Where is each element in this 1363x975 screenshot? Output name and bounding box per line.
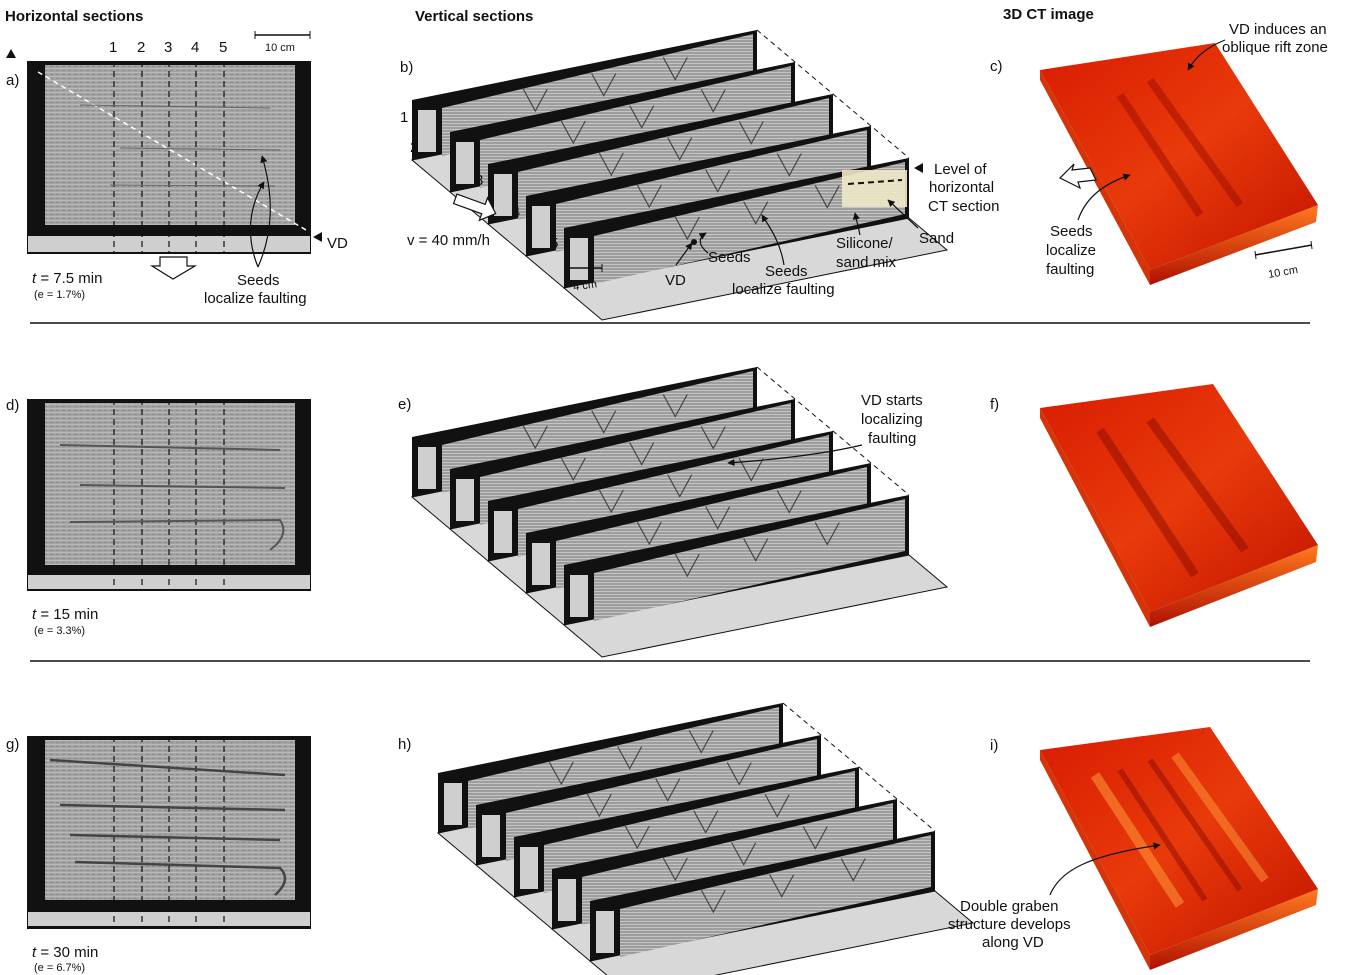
svg-text:2: 2 [137, 39, 145, 56]
section-number-b-1: 1 [400, 109, 408, 126]
svg-text:10 cm: 10 cm [1267, 264, 1299, 281]
panel-a-horizontal-section [27, 61, 311, 254]
vd-dashed-line [37, 71, 307, 231]
svg-text:Silicone/: Silicone/ [836, 235, 894, 252]
panel-label-i: i) [990, 737, 998, 754]
scale-bar-ct: 10 cm [1254, 240, 1313, 281]
svg-text:(e = 6.7%): (e = 6.7%) [34, 962, 85, 974]
svg-text:along VD: along VD [982, 934, 1044, 951]
time-label-d: t = 15 min (e = 3.3%) [32, 606, 98, 637]
section-lines [113, 61, 225, 254]
svg-text:localize faulting: localize faulting [204, 290, 307, 307]
ct-level-dashed-line [847, 179, 903, 185]
svg-text:(e = 3.3%): (e = 3.3%) [34, 625, 85, 637]
section-number-b-3: 3 [475, 172, 483, 189]
section-number-b-5: 5 [550, 235, 558, 252]
scale-bar-vertical: 4 cm [565, 264, 603, 293]
svg-text:Double graben: Double graben [960, 898, 1058, 915]
svg-text:VD: VD [665, 272, 686, 289]
section-number-b-4: 4 [512, 204, 520, 221]
panel-d-horizontal-section [27, 399, 311, 591]
svg-text:faulting: faulting [868, 430, 916, 447]
panel-label-f: f) [990, 396, 999, 413]
svg-text:Seeds: Seeds [708, 249, 751, 266]
svg-text:faulting: faulting [1046, 261, 1094, 278]
svg-text:5: 5 [219, 39, 227, 56]
svg-text:t = 15 min: t = 15 min [32, 606, 98, 623]
extension-arrow-c [1058, 163, 1097, 190]
svg-text:t = 7.5 min: t = 7.5 min [32, 270, 102, 287]
annotation-vd-starts: VD starts localizing faulting [727, 392, 923, 467]
sand-zone [842, 170, 907, 207]
svg-text:Sand: Sand [919, 230, 954, 247]
svg-text:4: 4 [191, 39, 199, 56]
scale-bar-top-left: 10 cm [254, 31, 311, 54]
header-vertical-sections: Vertical sections [415, 8, 533, 25]
annotation-ct-level: Level of horizontal CT section [928, 161, 999, 215]
panel-label-h: h) [398, 736, 411, 753]
time-label-a: t = 7.5 min (e = 1.7%) [32, 270, 102, 301]
vd-marker-triangle [313, 232, 322, 242]
panel-i-ct-image [1040, 727, 1318, 970]
svg-text:4 cm: 4 cm [572, 278, 597, 293]
annotation-double-graben: Double graben structure develops along V… [948, 842, 1161, 951]
panel-b-vertical-sections [410, 29, 949, 321]
time-label-g: t = 30 min (e = 6.7%) [32, 944, 98, 974]
stack-dashed-edge [782, 702, 936, 832]
panel-label-c: c) [990, 58, 1003, 75]
svg-text:horizontal: horizontal [929, 179, 994, 196]
annotation-silicone: Silicone/ sand mix [836, 212, 897, 271]
header-3d-ct-image: 3D CT image [1003, 6, 1094, 23]
panel-label-e: e) [398, 396, 411, 413]
stack-dashed-edge [756, 29, 910, 159]
panel-label-g: g) [6, 736, 19, 753]
svg-text:1: 1 [109, 39, 117, 56]
svg-text:sand mix: sand mix [836, 254, 897, 271]
ct-level-triangle [914, 163, 923, 173]
annotation-seeds-b: Seeds Seeds localize faulting [698, 214, 835, 298]
vd-label-a: VD [327, 235, 348, 252]
svg-text:Level of: Level of [934, 161, 987, 178]
svg-text:CT section: CT section [928, 198, 999, 215]
svg-text:oblique rift zone: oblique rift zone [1222, 39, 1328, 56]
panel-f-ct-image [1040, 384, 1318, 627]
panel-label-b: b) [400, 59, 413, 76]
panel-h-vertical-sections [436, 702, 975, 975]
svg-text:structure develops: structure develops [948, 916, 1071, 933]
section-numbers-a: 1 2 3 4 5 [109, 39, 227, 56]
annotation-vd-b: VD [665, 239, 697, 289]
svg-text:Seeds: Seeds [237, 272, 280, 289]
svg-text:localizing: localizing [861, 411, 923, 428]
annotation-seeds-a: Seeds localize faulting [204, 155, 307, 307]
svg-text:Seeds: Seeds [1050, 223, 1093, 240]
panel-label-d: d) [6, 397, 19, 414]
section-marker-triangle [6, 49, 16, 58]
svg-text:VD starts: VD starts [861, 392, 923, 409]
svg-text:10 cm: 10 cm [265, 42, 295, 54]
svg-text:Seeds: Seeds [765, 263, 808, 280]
section-number-b-2: 2 [410, 139, 418, 156]
vertical-section-slice [562, 158, 949, 321]
extension-arrow-a [149, 256, 198, 280]
svg-text:3: 3 [164, 39, 172, 56]
svg-text:localize: localize [1046, 242, 1096, 259]
svg-text:t = 30 min: t = 30 min [32, 944, 98, 961]
extension-arrow-b [452, 193, 497, 222]
panel-e-vertical-sections [410, 366, 949, 658]
svg-text:(e = 1.7%): (e = 1.7%) [34, 289, 85, 301]
annotation-vd-oblique: VD induces an oblique rift zone [1187, 21, 1328, 71]
svg-text:VD induces an: VD induces an [1229, 21, 1327, 38]
panel-label-a: a) [6, 72, 19, 89]
svg-text:localize faulting: localize faulting [732, 281, 835, 298]
annotation-seeds-c: Seeds localize faulting [1046, 173, 1131, 278]
vertical-section-slice [562, 495, 949, 658]
velocity-label: v = 40 mm/h [407, 232, 490, 249]
header-horizontal-sections: Horizontal sections [5, 8, 143, 25]
annotation-sand: Sand [887, 199, 954, 247]
stack-dashed-edge [756, 366, 910, 496]
vertical-section-slice [588, 831, 975, 975]
panel-g-horizontal-section [27, 736, 311, 929]
